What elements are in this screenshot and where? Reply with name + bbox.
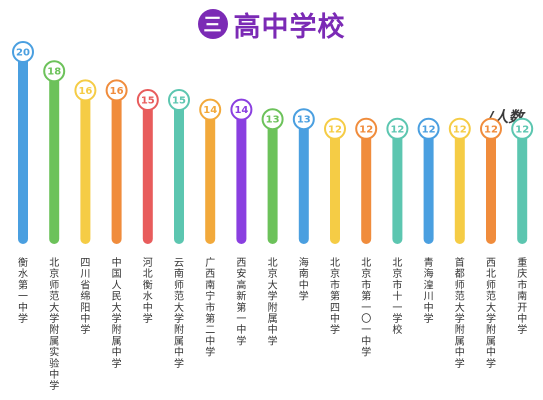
value-bubble	[417, 117, 440, 140]
value-bubble	[168, 89, 190, 111]
bar	[454, 128, 465, 244]
data-label: 13	[266, 115, 280, 126]
value-bubble	[324, 117, 346, 140]
value-bubble	[105, 79, 128, 102]
category-label: 云南师范大学附属中学	[174, 258, 184, 370]
data-label: 16	[78, 86, 92, 97]
category-label: 北京市十一学校	[392, 257, 402, 336]
category-label: 北京大学附属中学	[268, 257, 278, 347]
bar	[205, 109, 216, 244]
category-label: 首都师范大学附属中学	[455, 256, 465, 370]
value-bubble	[74, 79, 97, 102]
bar	[142, 100, 153, 244]
category-label: 北京师范大学附属实验中学	[49, 257, 59, 392]
bar	[111, 90, 122, 245]
value-bubble	[136, 89, 159, 111]
bar	[392, 128, 403, 244]
data-label: 12	[328, 124, 342, 135]
category-label: 海南中学	[299, 256, 309, 303]
chart-header: 三 高中学校	[0, 4, 543, 44]
category-label: 衡水第一中学	[18, 257, 28, 325]
bar	[49, 71, 60, 244]
value-bubble	[261, 108, 284, 131]
category-label: 西安高新第一中学	[236, 258, 246, 347]
bar	[80, 90, 91, 245]
bar	[330, 128, 340, 244]
value-bubble	[292, 108, 315, 131]
category-label: 四川省绵阳中学	[80, 258, 90, 336]
data-label: 12	[390, 124, 404, 135]
category-label: 西北师范大学附属中学	[486, 258, 496, 370]
data-label: 14	[234, 105, 248, 116]
bar	[267, 119, 278, 244]
value-bubble	[448, 117, 471, 140]
bar	[517, 128, 528, 244]
bar	[236, 109, 247, 244]
value-bubble	[480, 117, 502, 140]
data-label: 15	[141, 96, 155, 107]
data-label: 12	[453, 124, 467, 135]
value-bubble	[511, 117, 534, 140]
value-bubble	[12, 41, 34, 63]
value-bubble	[355, 117, 378, 140]
value-bubble	[386, 117, 409, 140]
title-badge-icon: 三	[197, 9, 228, 39]
bar	[174, 100, 184, 244]
bar	[18, 52, 28, 244]
data-label: 12	[484, 124, 498, 135]
bar	[361, 128, 372, 244]
category-label: 广西南宁市第二中学	[205, 257, 215, 359]
category-label: 北京市第四中学	[330, 257, 340, 336]
bar	[298, 119, 309, 244]
category-label: 青海湟川中学	[424, 256, 434, 325]
bar	[423, 128, 434, 244]
value-bubble	[199, 98, 222, 121]
data-label: 18	[47, 67, 61, 78]
category-label: 北京市第一〇一中学	[361, 257, 371, 359]
data-label: 12	[422, 124, 436, 135]
value-bubble	[43, 60, 66, 83]
data-label: 20	[16, 48, 30, 59]
data-label: 16	[110, 86, 124, 97]
category-label: 河北衡水中学	[143, 257, 153, 325]
data-label: 12	[515, 124, 529, 135]
bar	[486, 128, 496, 244]
category-label: 中国人民大学附属中学	[112, 256, 122, 370]
category-label: 重庆市南开中学	[517, 256, 527, 336]
data-label: 12	[359, 124, 373, 135]
data-label: 13	[297, 115, 311, 126]
chart-title: 高中学校	[233, 11, 346, 43]
data-label: 14	[203, 105, 217, 116]
value-bubble	[230, 98, 253, 121]
data-label: 15	[172, 96, 186, 107]
